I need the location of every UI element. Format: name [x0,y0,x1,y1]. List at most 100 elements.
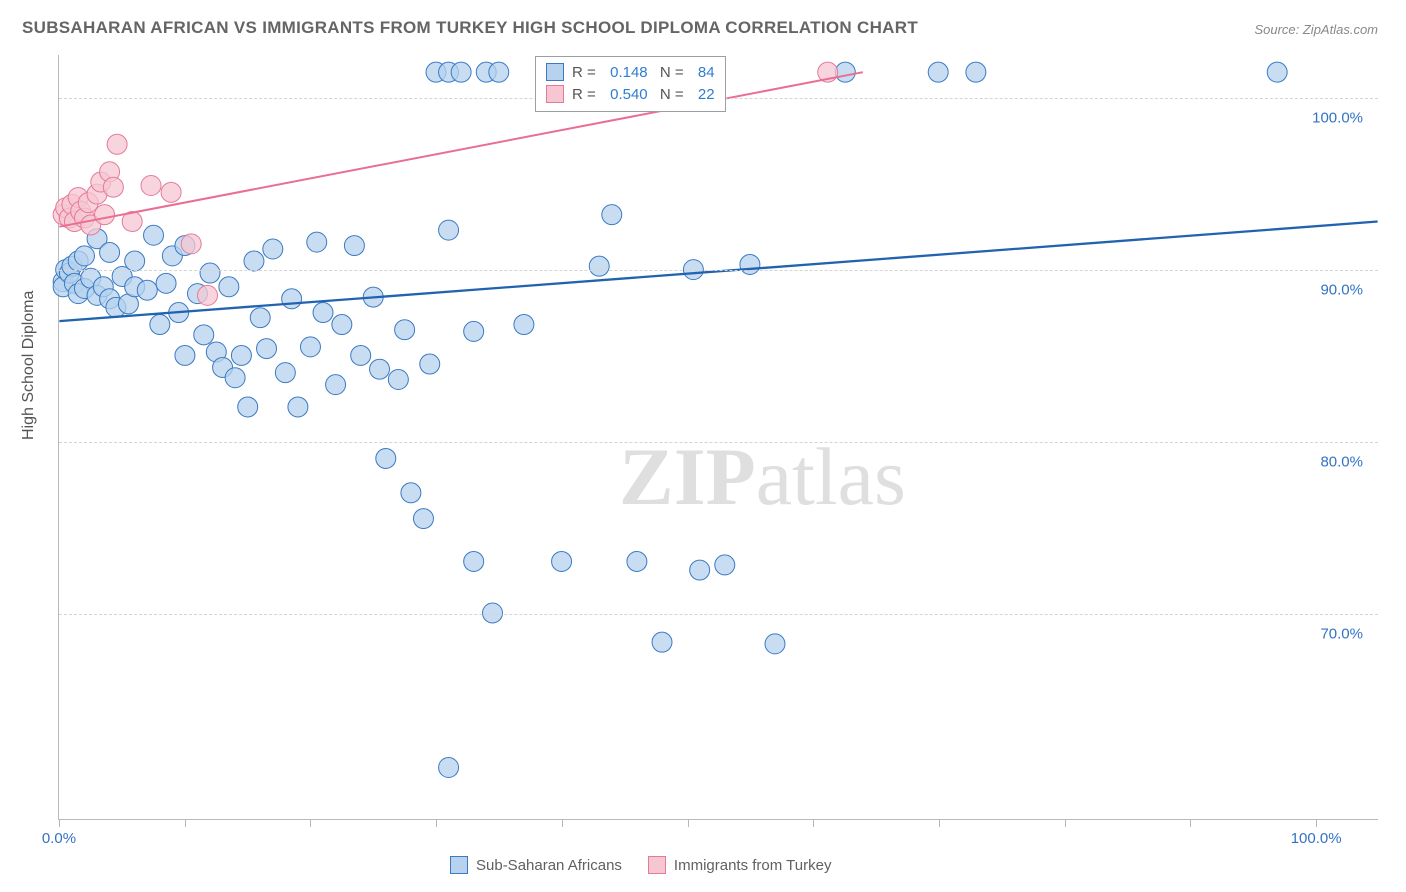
trendline-pink [59,72,863,227]
r-value: 0.148 [610,64,648,81]
y-tick-label: 80.0% [1320,453,1363,470]
n-stat: N = 22 [656,86,715,103]
data-point [388,369,408,389]
data-point [231,345,251,365]
watermark: ZIPatlas [619,430,906,524]
x-tick [813,819,814,827]
data-point [181,234,201,254]
data-point [74,279,94,299]
data-point [64,212,84,232]
y-axis-label: High School Diploma [20,291,38,440]
data-point [552,551,572,571]
data-point [194,325,214,345]
trendline-blue [59,222,1377,322]
y-tick-label: 70.0% [1320,625,1363,642]
data-point [376,448,396,468]
x-tick [1316,819,1317,827]
data-point [288,397,308,417]
n-value: 84 [698,64,715,81]
data-point [161,182,181,202]
n-stat: N = 84 [656,64,715,81]
data-point [71,201,91,221]
legend-swatch-blue [450,856,468,874]
data-point [91,172,111,192]
data-point [81,215,101,235]
data-point [476,62,496,82]
data-point [344,236,364,256]
legend-item: Sub-Saharan Africans [450,856,622,874]
data-point [118,294,138,314]
data-point [238,397,258,417]
legend-label: Immigrants from Turkey [674,857,832,874]
data-point [439,758,459,778]
data-point [244,251,264,271]
legend-label: Sub-Saharan Africans [476,857,622,874]
r-value: 0.540 [610,86,648,103]
data-point [87,184,107,204]
data-point [100,162,120,182]
data-point [451,62,471,82]
x-tick-label: 0.0% [42,830,76,847]
x-tick [562,819,563,827]
data-point [206,342,226,362]
data-point [156,273,176,293]
data-point [125,251,145,271]
x-tick [59,819,60,827]
data-point [62,194,82,214]
data-point [175,345,195,365]
data-point [169,303,189,323]
data-point [68,284,88,304]
watermark-light: atlas [756,431,906,522]
data-point [395,320,415,340]
data-point [141,175,161,195]
legend-swatch-pink [546,85,564,103]
x-tick [310,819,311,827]
series-legend: Sub-Saharan Africans Immigrants from Tur… [450,856,831,874]
data-point [78,193,98,213]
data-point [219,277,239,297]
data-point [62,256,82,276]
data-point [257,339,277,359]
data-point [175,236,195,256]
data-point [53,205,73,225]
data-point [420,354,440,374]
data-point [300,337,320,357]
data-point [627,551,647,571]
data-point [1267,62,1287,82]
data-point [439,62,459,82]
data-point [56,198,76,218]
data-point [87,229,107,249]
data-point [74,246,94,266]
data-point [514,315,534,335]
data-point [81,268,101,288]
data-point [351,345,371,365]
x-tick [1065,819,1066,827]
data-point [740,254,760,274]
gridline [59,270,1378,271]
data-point [413,509,433,529]
data-point [100,242,120,262]
legend-item: Immigrants from Turkey [648,856,832,874]
data-point [59,208,79,228]
r-stat: R = 0.540 [572,86,648,103]
x-tick [185,819,186,827]
legend-swatch-pink [648,856,666,874]
data-point [213,357,233,377]
data-point [68,251,88,271]
data-point [363,287,383,307]
data-point [100,289,120,309]
source-attribution: Source: ZipAtlas.com [1254,22,1378,37]
data-point [928,62,948,82]
data-point [818,62,838,82]
data-point [275,363,295,383]
data-point [144,225,164,245]
data-point [74,208,94,228]
data-point [68,188,88,208]
data-point [332,315,352,335]
data-point [313,303,333,323]
data-point [53,277,73,297]
data-point [125,277,145,297]
data-point [198,285,218,305]
data-point [589,256,609,276]
data-point [282,289,302,309]
